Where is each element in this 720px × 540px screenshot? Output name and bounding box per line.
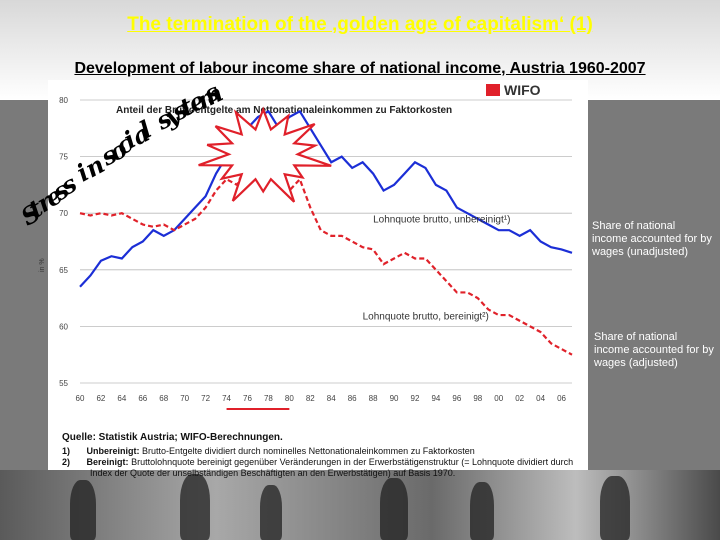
x-tick-label: 04: [536, 394, 545, 403]
slide-subtitle: Development of labour income share of na…: [74, 60, 646, 77]
x-tick-label: 62: [96, 394, 105, 403]
brand-logo: WIFO: [504, 82, 541, 98]
x-tick-label: 92: [411, 394, 420, 403]
side-label-adjusted: Share of national income accounted for b…: [594, 331, 714, 369]
person-silhouette: [180, 474, 210, 540]
y-tick-labels: 55 60 65 70 75 80: [59, 96, 68, 388]
x-tick-label: 70: [180, 394, 189, 403]
x-tick-label: 90: [390, 394, 399, 403]
x-tick-label: 94: [431, 394, 440, 403]
footnote-2-continued: Index der Quote der unselbständigen Besc…: [90, 468, 456, 478]
footnote-2-label: Bereinigt:: [86, 457, 129, 467]
x-tick-label: 68: [159, 394, 168, 403]
x-tick-label: 82: [306, 394, 315, 403]
x-tick-label: 60: [76, 394, 85, 403]
brand-square-icon: [486, 84, 500, 96]
y-tick-label: 70: [59, 209, 68, 218]
series-line-unadjusted: [79, 109, 573, 288]
x-tick-labels: 60 62 64 66 68 70 72 74 76 78 80 82 84 86 88 90 92 94 96 98…: [76, 394, 567, 403]
x-tick-label: 80: [285, 394, 294, 403]
crowd-photo-strip: [0, 470, 720, 540]
series-lines: [79, 109, 573, 356]
slide-title: The termination of the ‚golden age of ca…: [127, 14, 593, 35]
x-tick-label: 64: [117, 394, 126, 403]
x-tick-label: 76: [243, 394, 252, 403]
grid: [80, 99, 572, 384]
footnote-2: 2) Bereinigt: Bruttolohnquote bereinigt …: [62, 457, 573, 467]
person-silhouette: [70, 480, 96, 540]
x-tick-label: 78: [264, 394, 273, 403]
person-silhouette: [470, 482, 494, 540]
y-tick-label: 60: [59, 322, 68, 331]
x-tick-label: 02: [515, 394, 524, 403]
person-silhouette: [600, 476, 630, 540]
side-label-unadjusted: Share of national income accounted for b…: [592, 220, 712, 258]
y-tick-label: 80: [59, 96, 68, 105]
x-tick-label: 74: [222, 394, 231, 403]
series-label-unadjusted: Lohnquote brutto, unbereinigt¹): [373, 214, 510, 225]
x-tick-label: 84: [327, 394, 336, 403]
person-silhouette: [380, 478, 408, 540]
series-label-adjusted: Lohnquote brutto, bereinigt²): [363, 312, 489, 323]
chart-title: Anteil der Bruttoentgelte am Nettonation…: [116, 105, 452, 116]
footnote-1-label: Unbereinigt:: [86, 446, 140, 456]
source-title: Quelle: Statistik Austria; WIFO-Berechnu…: [62, 432, 283, 443]
y-tick-label: 65: [59, 266, 68, 275]
x-tick-label: 00: [494, 394, 503, 403]
person-silhouette: [260, 485, 282, 540]
x-tick-label: 86: [348, 394, 357, 403]
footnote-1-text: Brutto-Entgelte dividiert durch nominell…: [142, 446, 475, 456]
footnote-2-number: 2): [62, 457, 71, 467]
x-tick-label: 98: [473, 394, 482, 403]
y-axis-label: in %: [39, 258, 46, 272]
x-tick-label: 72: [201, 394, 210, 403]
footnote-2-text: Bruttolohnquote bereinigt gegenüber Verä…: [131, 457, 574, 467]
footnote-1: 1) Unbereinigt: Brutto-Entgelte dividier…: [62, 446, 475, 456]
y-tick-label: 75: [59, 153, 68, 162]
x-tick-label: 66: [138, 394, 147, 403]
x-tick-label: 96: [452, 394, 461, 403]
series-line-adjusted: [79, 160, 573, 356]
y-tick-label: 55: [59, 379, 68, 388]
explosion-burst: [198, 106, 332, 203]
x-tick-label: 88: [369, 394, 378, 403]
footnote-1-number: 1): [62, 446, 71, 456]
x-tick-label: 06: [557, 394, 566, 403]
